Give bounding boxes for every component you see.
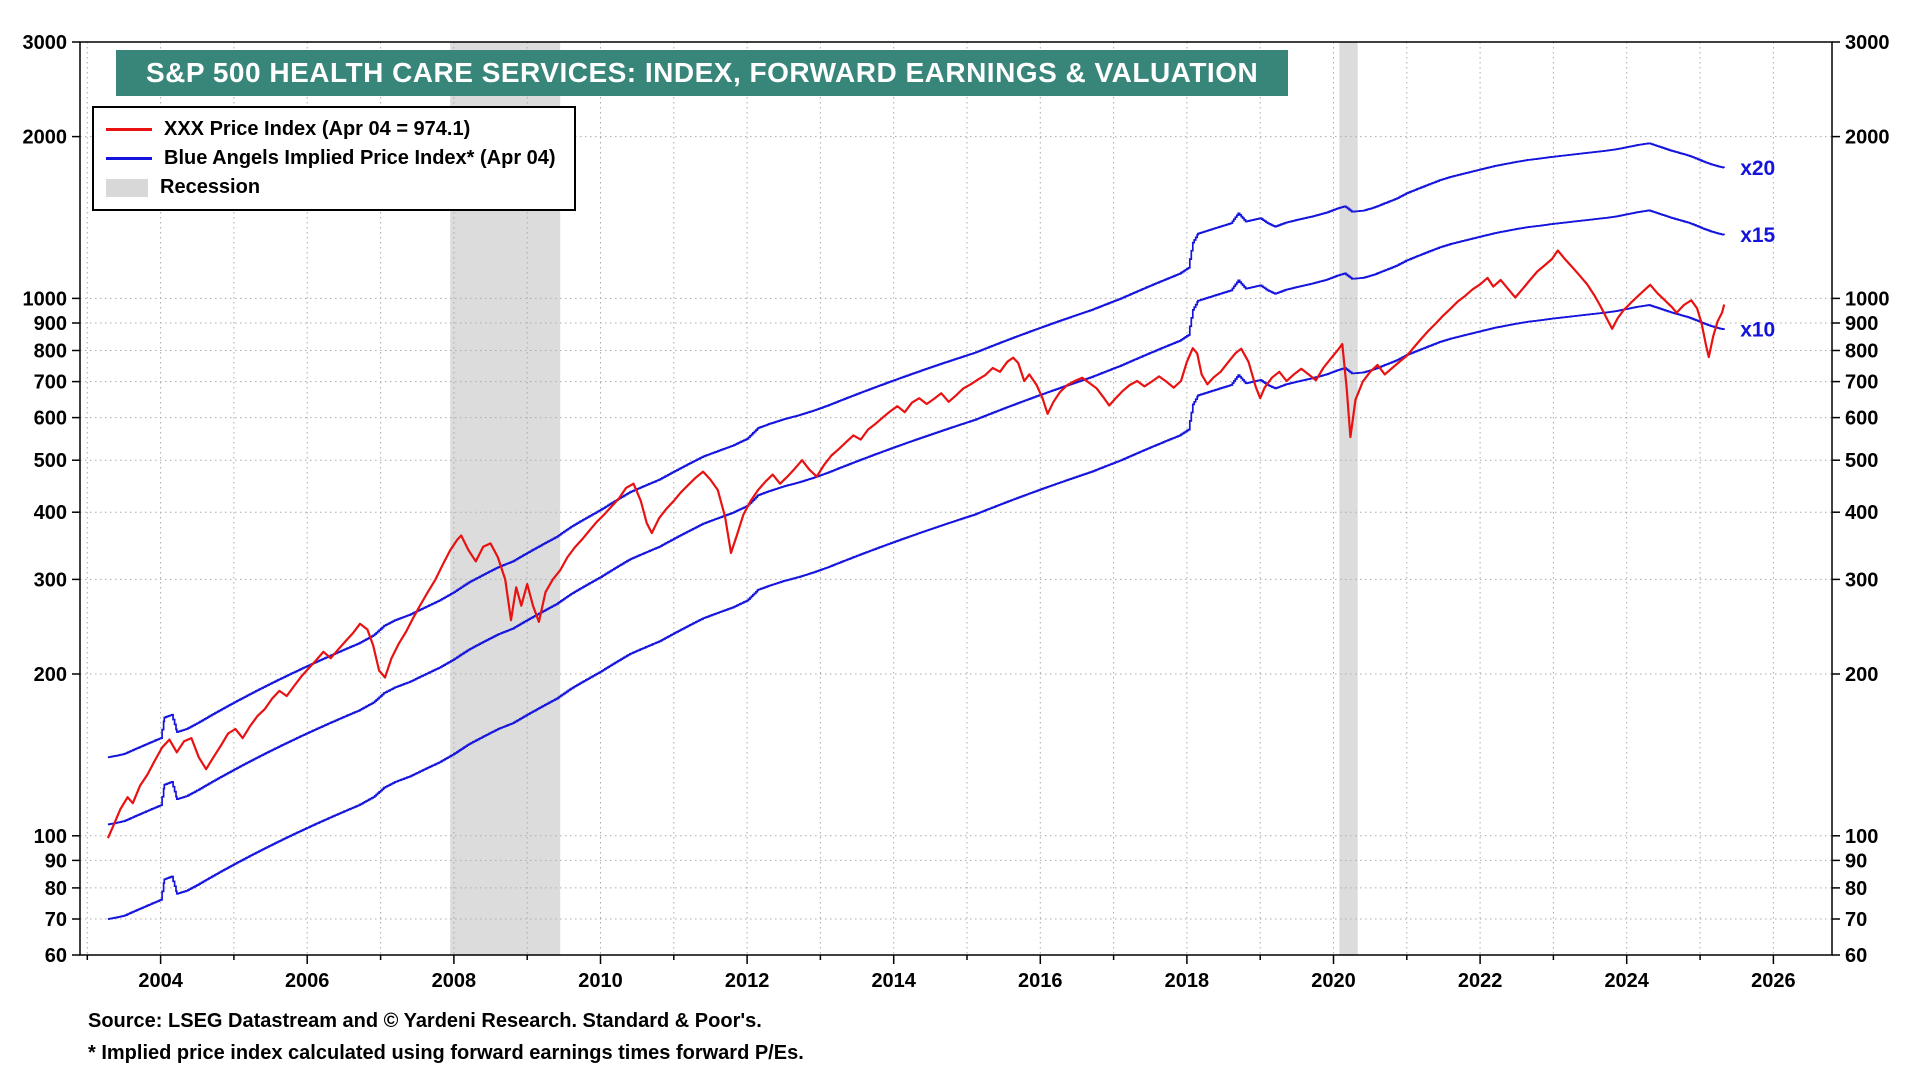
y-tick-label-right: 700 <box>1845 372 1878 394</box>
y-tick-label-left: 90 <box>45 850 67 872</box>
legend-label-recession: Recession <box>160 176 261 198</box>
source-line: Source: LSEG Datastream and © Yardeni Re… <box>88 1010 762 1032</box>
y-tick-label-right: 900 <box>1845 313 1878 335</box>
recession-band <box>1339 42 1358 955</box>
axis-labels: 2004 2006 2008 2010 2012 2014 2016 2018 2020 2022… <box>23 32 1890 992</box>
y-tick-label-right: 200 <box>1845 664 1878 686</box>
multiple-label-x10: x10 <box>1740 319 1775 342</box>
y-tick-label-right: 60 <box>1845 945 1867 967</box>
x-tick-label: 2006 <box>285 970 330 992</box>
legend-label-blue-angels: Blue Angels Implied Price Index* (Apr 04… <box>164 147 556 169</box>
x-tick-label: 2018 <box>1165 970 1210 992</box>
x-tick-label: 2012 <box>725 970 770 992</box>
x-tick-label: 2022 <box>1458 970 1503 992</box>
y-tick-label-left: 100 <box>34 826 67 848</box>
y-tick-label-left: 1000 <box>23 288 68 310</box>
legend-item-recession: Recession <box>106 173 556 202</box>
red-line-swatch <box>106 128 152 131</box>
x-tick-label: 2014 <box>871 970 916 992</box>
y-tick-label-right: 600 <box>1845 408 1878 430</box>
y-tick-label-left: 80 <box>45 878 67 900</box>
y-tick-label-left: 500 <box>34 450 67 472</box>
blue-angels-line-x15 <box>107 209 1726 826</box>
chart-title: S&P 500 HEALTH CARE SERVICES: INDEX, FOR… <box>146 57 1259 88</box>
y-tick-label-right: 300 <box>1845 569 1878 591</box>
blue-line-swatch <box>106 157 152 160</box>
y-tick-label-left: 70 <box>45 909 67 931</box>
y-tick-label-right: 800 <box>1845 341 1878 363</box>
gridlines <box>80 41 1832 956</box>
recession-bands <box>450 42 1358 955</box>
footnote-line: * Implied price index calculated using f… <box>88 1042 804 1064</box>
y-tick-label-left: 2000 <box>23 127 68 149</box>
y-tick-label-left: 3000 <box>23 32 68 54</box>
multiple-label-x15: x15 <box>1740 224 1775 247</box>
y-tick-label-right: 400 <box>1845 502 1878 524</box>
y-tick-label-right: 100 <box>1845 826 1878 848</box>
y-tick-label-right: 90 <box>1845 850 1867 872</box>
x-tick-label: 2010 <box>578 970 623 992</box>
x-tick-label: 2008 <box>432 970 477 992</box>
y-tick-label-right: 1000 <box>1845 288 1890 310</box>
price-index-line <box>106 249 1726 839</box>
blue-angels-line-x20 <box>107 142 1726 759</box>
legend-label-price-index: XXX Price Index (Apr 04 = 974.1) <box>164 118 471 140</box>
x-tick-label: 2020 <box>1311 970 1356 992</box>
blue-angels-line-x10 <box>107 304 1726 920</box>
y-tick-label-left: 600 <box>34 408 67 430</box>
legend-item-blue-angels: Blue Angels Implied Price Index* (Apr 04… <box>106 144 556 173</box>
y-tick-label-left: 900 <box>34 313 67 335</box>
y-tick-label-left: 60 <box>45 945 67 967</box>
y-tick-label-right: 70 <box>1845 909 1867 931</box>
legend-item-price-index: XXX Price Index (Apr 04 = 974.1) <box>106 115 556 144</box>
y-tick-label-right: 500 <box>1845 450 1878 472</box>
y-tick-label-left: 800 <box>34 341 67 363</box>
legend: XXX Price Index (Apr 04 = 974.1) Blue An… <box>92 106 576 211</box>
y-tick-label-right: 3000 <box>1845 32 1890 54</box>
chart-title-bar: S&P 500 HEALTH CARE SERVICES: INDEX, FOR… <box>116 50 1289 96</box>
y-tick-label-left: 700 <box>34 372 67 394</box>
x-tick-label: 2016 <box>1018 970 1063 992</box>
y-tick-label-right: 2000 <box>1845 127 1890 149</box>
x-tick-label: 2026 <box>1751 970 1796 992</box>
axis-ticks <box>72 41 1840 964</box>
x-tick-label: 2004 <box>138 970 183 992</box>
plot-frame <box>79 41 1833 956</box>
recession-swatch <box>106 178 148 197</box>
y-tick-label-right: 80 <box>1845 878 1867 900</box>
multiple-label-x20: x20 <box>1740 157 1775 180</box>
y-tick-label-left: 200 <box>34 664 67 686</box>
x-tick-label: 2024 <box>1604 970 1649 992</box>
y-tick-label-left: 300 <box>34 569 67 591</box>
y-tick-label-left: 400 <box>34 502 67 524</box>
